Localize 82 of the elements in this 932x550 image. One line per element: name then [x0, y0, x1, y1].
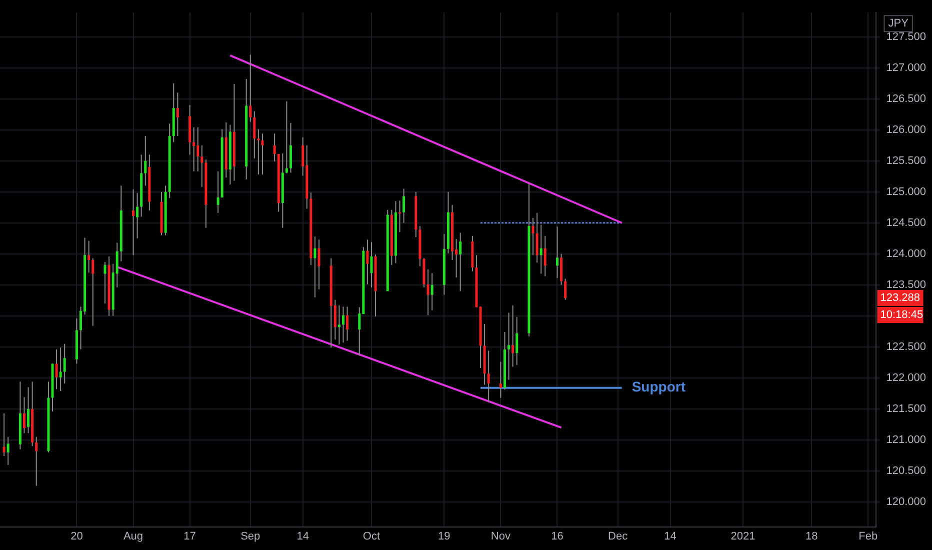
candlestick — [176, 92, 179, 137]
y-tick-label: 124.500 — [886, 216, 926, 229]
candlestick — [430, 272, 434, 311]
x-tick-label: 14 — [296, 530, 309, 542]
y-tick-label: 120.000 — [886, 496, 926, 508]
candlestick — [342, 306, 344, 344]
candlestick — [532, 217, 534, 256]
candlestick — [249, 54, 252, 122]
series-label: Support — [632, 378, 686, 395]
candlestick — [516, 316, 518, 366]
candlestick — [370, 242, 373, 288]
x-tick-label: Nov — [490, 530, 511, 542]
candlestick — [132, 188, 135, 256]
candlestick — [338, 304, 340, 345]
candlestick — [285, 100, 288, 174]
candlestick — [6, 436, 10, 466]
candlestick — [512, 304, 514, 368]
candlestick — [273, 133, 276, 162]
y-tick-label: 121.500 — [886, 402, 926, 415]
candlestick — [136, 192, 139, 239]
candlestick — [35, 436, 38, 486]
y-tick-label: 126.000 — [886, 124, 926, 136]
x-tick-label: 14 — [664, 530, 676, 542]
y-tick-label: 123.500 — [886, 278, 926, 291]
y-tick-label: 127.500 — [886, 30, 926, 43]
text: 10:18:45 — [880, 309, 924, 322]
x-tick-label: Dec — [608, 530, 628, 542]
candlestick — [257, 128, 260, 175]
candlestick — [318, 239, 320, 290]
candlestick — [27, 386, 30, 434]
candlestick — [92, 258, 94, 326]
y-tick-label: 122.000 — [886, 372, 926, 384]
candlestick — [216, 170, 220, 214]
candlestick — [459, 232, 462, 292]
candlestick — [88, 240, 90, 273]
candlestick — [104, 261, 106, 304]
x-tick-label: 17 — [184, 530, 196, 542]
y-tick-label: 125.000 — [886, 186, 926, 198]
x-tick-label: 16 — [551, 530, 564, 542]
candlestick — [560, 253, 563, 286]
candlestick — [556, 226, 558, 279]
text: JPY — [888, 18, 910, 30]
candlestick — [564, 278, 567, 300]
candlestick — [536, 212, 538, 264]
x-tick-label: 20 — [70, 530, 83, 542]
candlestick — [487, 350, 490, 403]
candlestick — [55, 348, 58, 390]
x-tick-label: Oct — [362, 530, 380, 542]
text: 123.288 — [880, 292, 920, 304]
y-tick-label: 127.000 — [886, 62, 926, 74]
y-tick-label: 126.500 — [886, 92, 926, 105]
candlestick — [508, 312, 510, 380]
candlestick — [196, 126, 200, 172]
candlestick — [63, 343, 66, 384]
candlestick — [540, 224, 542, 274]
candlestick — [426, 268, 430, 316]
candlestick — [544, 235, 546, 277]
candlestick — [59, 347, 62, 392]
candlestick — [402, 188, 406, 224]
candlestick — [192, 126, 196, 172]
y-tick-label: 121.000 — [886, 434, 926, 446]
candlestick — [499, 361, 502, 398]
x-tick-label: 19 — [438, 530, 450, 542]
candlestick — [22, 396, 26, 434]
candlestick — [253, 110, 256, 159]
y-tick-label: 124.000 — [886, 248, 926, 260]
x-tick-label: 2021 — [730, 530, 756, 542]
candlestick — [261, 133, 264, 175]
candlestick — [144, 136, 147, 186]
candlestick — [200, 144, 204, 188]
candlestick — [366, 239, 369, 285]
y-tick-label: 125.500 — [886, 154, 926, 167]
y-tick-label: 120.500 — [886, 465, 926, 478]
candlestick — [346, 306, 349, 342]
y-tick-label: 122.500 — [886, 340, 926, 353]
candlestick — [314, 236, 316, 298]
x-tick-label: 18 — [806, 530, 818, 542]
candlestick — [2, 412, 6, 457]
candlestick — [289, 122, 292, 174]
x-tick-label: Feb — [858, 530, 878, 542]
x-tick-label: Aug — [123, 530, 144, 542]
x-tick-label: Sep — [240, 530, 260, 542]
